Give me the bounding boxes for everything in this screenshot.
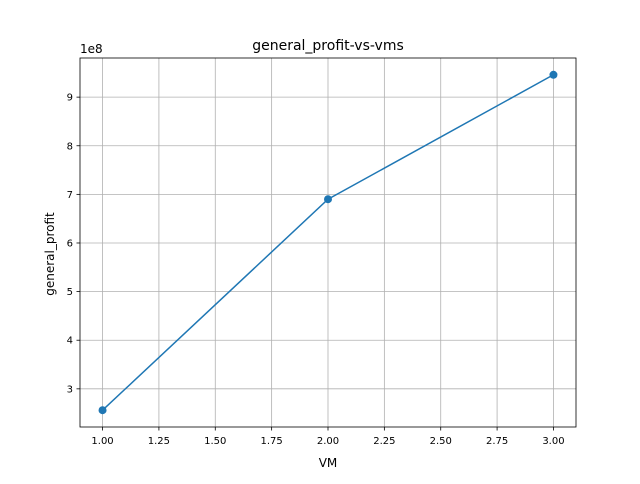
x-tick-label: 1.50 xyxy=(204,436,226,447)
x-axis-label: VM xyxy=(319,456,338,470)
y-scale-label: 1e8 xyxy=(80,42,103,56)
chart-title: general_profit-vs-vms xyxy=(252,38,404,54)
data-point xyxy=(324,195,332,204)
y-tick-label: 7 xyxy=(67,190,73,201)
y-tick-label: 4 xyxy=(67,336,73,347)
x-tick-label: 2.75 xyxy=(486,436,508,447)
x-tick-label: 2.00 xyxy=(317,436,339,447)
x-tick-label: 1.25 xyxy=(148,436,170,447)
y-tick-label: 5 xyxy=(67,287,73,298)
x-tick-label: 1.75 xyxy=(261,436,283,447)
axis-layer: 1.00 1.25 1.50 1.75 2.00 2.25 2.50 2.75 3.00 3 4 5 6… xyxy=(67,57,577,447)
grid-layer xyxy=(80,58,576,427)
y-tick-label: 9 xyxy=(67,93,73,104)
x-tick-label: 2.50 xyxy=(430,436,452,447)
data-point xyxy=(98,406,107,415)
x-tick-label: 2.25 xyxy=(373,436,395,447)
y-tick-label: 3 xyxy=(67,384,73,395)
series-layer xyxy=(98,70,558,415)
x-tick-label: 3.00 xyxy=(542,436,564,447)
y-tick-label: 8 xyxy=(67,141,73,152)
y-axis-label: general_profit xyxy=(43,212,57,296)
data-point xyxy=(549,70,558,79)
y-tick-label: 6 xyxy=(67,238,73,249)
x-tick-label: 1.00 xyxy=(91,436,113,447)
